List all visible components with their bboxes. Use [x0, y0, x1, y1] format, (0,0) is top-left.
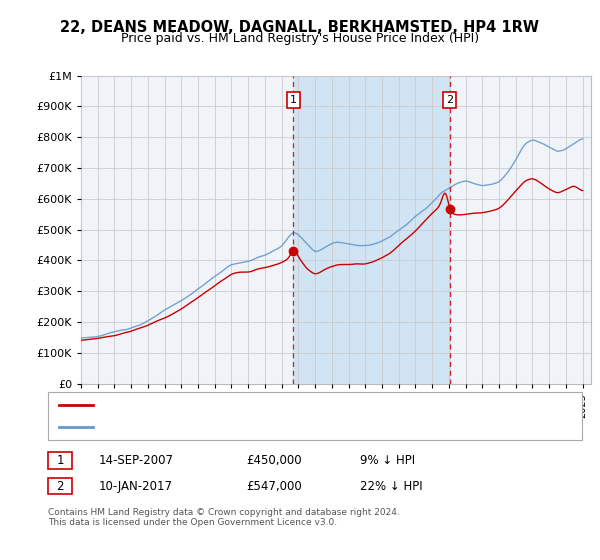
Text: 1: 1	[56, 454, 64, 467]
Text: Price paid vs. HM Land Registry's House Price Index (HPI): Price paid vs. HM Land Registry's House …	[121, 32, 479, 45]
Text: 10-JAN-2017: 10-JAN-2017	[99, 479, 173, 493]
Text: 1: 1	[290, 95, 297, 105]
Text: 22, DEANS MEADOW, DAGNALL, BERKHAMSTED, HP4 1RW: 22, DEANS MEADOW, DAGNALL, BERKHAMSTED, …	[61, 20, 539, 35]
Text: 9% ↓ HPI: 9% ↓ HPI	[360, 454, 415, 467]
Text: 22, DEANS MEADOW, DAGNALL, BERKHAMSTED, HP4 1RW (detached house): 22, DEANS MEADOW, DAGNALL, BERKHAMSTED, …	[98, 400, 496, 410]
Text: £450,000: £450,000	[246, 454, 302, 467]
Text: 22% ↓ HPI: 22% ↓ HPI	[360, 479, 422, 493]
Text: 2: 2	[446, 95, 453, 105]
Text: 2: 2	[56, 479, 64, 493]
Text: 14-SEP-2007: 14-SEP-2007	[99, 454, 174, 467]
Bar	[293, 76, 449, 384]
Text: HPI: Average price, detached house, Buckinghamshire: HPI: Average price, detached house, Buck…	[98, 422, 382, 432]
Text: £547,000: £547,000	[246, 479, 302, 493]
Text: Contains HM Land Registry data © Crown copyright and database right 2024.
This d: Contains HM Land Registry data © Crown c…	[48, 508, 400, 528]
